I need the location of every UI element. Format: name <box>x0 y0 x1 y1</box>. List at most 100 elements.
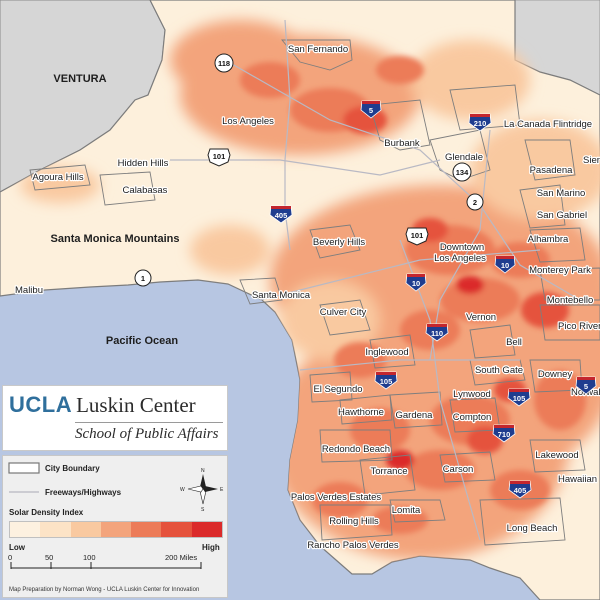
place-label: Redondo Beach <box>322 444 390 455</box>
ucla-wordmark: UCLA <box>9 392 73 417</box>
place-label: Montebello <box>547 295 593 306</box>
interstate-105-shield: 105 <box>374 371 398 390</box>
santa-monica-mountains-label: Santa Monica Mountains <box>51 233 180 245</box>
luskin-center-text: Luskin Center <box>76 393 196 417</box>
place-label: Agoura Hills <box>32 172 83 183</box>
svg-text:405: 405 <box>275 211 288 220</box>
svg-text:210: 210 <box>474 119 487 128</box>
interstate-405-shield: 405 <box>508 480 532 499</box>
svg-text:105: 105 <box>380 377 393 386</box>
svg-text:2: 2 <box>473 198 477 207</box>
scale-label-100: 100 <box>83 553 96 562</box>
place-label: Culver City <box>320 307 367 318</box>
sr-2-shield: 2 <box>466 193 484 211</box>
interstate-105-shield: 105 <box>507 388 531 407</box>
place-label: Pico River <box>558 321 600 332</box>
place-label: Palos Verdes Estates <box>291 492 382 503</box>
place-label: Gardena <box>396 410 434 421</box>
ucla-luskin-logo: UCLA Luskin Center School of Public Affai… <box>2 385 228 451</box>
freeways-label: Freeways/Highways <box>45 488 122 497</box>
place-label: San Marino <box>537 188 586 199</box>
place-labels: San Fernando Los Angeles La Canada Flint… <box>14 43 600 552</box>
us-101-shield: 101 <box>207 148 231 167</box>
svg-text:1: 1 <box>141 274 145 283</box>
svg-text:101: 101 <box>213 152 226 161</box>
place-label: La Canada Flintridge <box>504 119 592 130</box>
place-label: Torrance <box>371 466 408 477</box>
ventura-label: VENTURA <box>53 73 106 85</box>
place-label: Carson <box>443 464 474 475</box>
interstate-5-shield: 5 <box>575 376 597 395</box>
density-color-ramp <box>9 521 223 538</box>
interstate-10-shield: 10 <box>405 273 427 292</box>
place-label: Bell <box>506 337 522 348</box>
place-label: Monterey Park <box>529 265 591 276</box>
city-boundary-label: City Boundary <box>45 464 100 473</box>
legend-graphics: N E W S <box>8 462 224 569</box>
place-label: Vernon <box>466 312 496 323</box>
compass-s-label: S <box>201 507 205 513</box>
place-label: San Fernando <box>288 44 348 55</box>
place-label: Downtown <box>440 242 484 253</box>
compass-e-label: E <box>220 487 224 493</box>
place-label: Beverly Hills <box>313 237 366 248</box>
logo-title: UCLA Luskin Center <box>9 392 196 418</box>
svg-text:101: 101 <box>411 231 424 240</box>
svg-text:10: 10 <box>412 279 420 288</box>
svg-text:134: 134 <box>456 168 469 177</box>
place-label: Los Angeles <box>222 116 274 127</box>
scale-label-200: 200 Miles <box>165 553 198 562</box>
svg-text:10: 10 <box>501 261 509 270</box>
svg-text:110: 110 <box>431 329 443 338</box>
density-swatch-6 <box>161 522 192 537</box>
density-swatch-2 <box>40 522 71 537</box>
place-label: Malibu <box>15 285 43 296</box>
sr-134-shield: 134 <box>452 162 472 182</box>
svg-text:710: 710 <box>498 430 511 439</box>
solar-density-surface <box>20 20 600 560</box>
map-legend: N E W S City Boundary Freeways/Highways … <box>2 455 228 598</box>
svg-text:5: 5 <box>369 106 373 115</box>
place-label: Compton <box>453 412 492 423</box>
compass-n-label: N <box>201 468 205 474</box>
density-swatch-7 <box>191 522 222 537</box>
density-swatch-3 <box>70 522 101 537</box>
interstate-710-shield: 710 <box>492 424 516 443</box>
density-swatch-5 <box>131 522 162 537</box>
low-label: Low <box>9 543 25 552</box>
place-label: Santa Monica <box>252 290 311 301</box>
place-label: Lynwood <box>453 389 491 400</box>
sr-118-shield: 118 <box>214 53 234 73</box>
place-label: Burbank <box>384 138 420 149</box>
place-label: South Gate <box>475 365 523 376</box>
place-label: Rolling Hills <box>329 516 379 527</box>
place-label: Alhambra <box>528 234 569 245</box>
place-label: Lomita <box>392 505 421 516</box>
city-boundary-swatch <box>8 462 40 474</box>
map-credit: Map Preparation by Norman Wong - UCLA Lu… <box>9 587 200 593</box>
place-label: Lakewood <box>535 450 578 461</box>
logo-divider <box>75 422 223 423</box>
place-label: Sier <box>583 155 600 166</box>
city-boundaries <box>29 39 600 546</box>
scale-label-50: 50 <box>45 553 54 562</box>
place-label: Downey <box>538 369 573 380</box>
interstate-5-shield: 5 <box>360 100 382 119</box>
place-label: Inglewood <box>365 347 408 358</box>
place-label: Hawaiian <box>558 474 597 485</box>
density-swatch-4 <box>100 522 132 537</box>
solar-density-index-label: Solar Density Index <box>9 508 84 517</box>
sr-1-shield: 1 <box>134 269 152 287</box>
place-label: Hidden Hills <box>118 158 169 169</box>
us-101-shield: 101 <box>405 227 429 246</box>
interstate-110-shield: 110 <box>425 323 449 342</box>
place-label: Calabasas <box>123 185 168 196</box>
place-label: El Segundo <box>313 384 362 395</box>
place-label: Long Beach <box>507 523 558 534</box>
high-label: High <box>202 543 220 552</box>
place-label: Hawthorne <box>338 407 384 418</box>
svg-text:5: 5 <box>584 382 588 391</box>
compass-w-label: W <box>180 487 185 493</box>
density-swatch-1 <box>10 522 41 537</box>
